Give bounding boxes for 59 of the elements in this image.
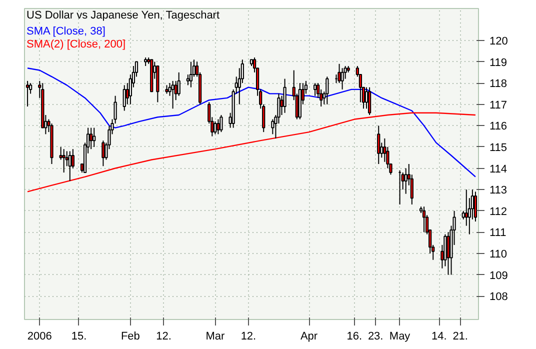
candlestick — [189, 61, 193, 88]
candlestick — [62, 148, 66, 174]
text: SMA(2) [Close, 200] — [26, 38, 126, 50]
chart-title: US Dollar vs Japanese Yen, Tageschart — [26, 10, 220, 22]
candlestick — [464, 189, 468, 226]
candlestick — [68, 150, 72, 182]
y-tick-label: 112 — [490, 206, 508, 218]
x-tick-label: May — [389, 330, 411, 342]
candlestick — [71, 148, 74, 169]
x-tick-label: 21. — [452, 330, 468, 342]
y-tick-label: 116 — [490, 120, 508, 133]
line-series — [26, 112, 476, 192]
y-tick-label: 115 — [490, 142, 508, 154]
y-tick-label: 108 — [490, 291, 508, 304]
candlestick — [364, 86, 368, 110]
candlestick — [90, 127, 93, 150]
y-tick-label: 114 — [490, 163, 508, 176]
candlestick — [338, 63, 341, 84]
candlestick — [314, 82, 317, 96]
y-tick-label: 111 — [490, 227, 506, 240]
line-series — [26, 68, 476, 178]
x-tick-label: Apr — [300, 330, 318, 342]
candlestick — [474, 191, 478, 222]
candlestick — [171, 80, 174, 110]
candlestick — [177, 72, 180, 96]
x-tick-label: 12. — [240, 330, 256, 342]
candlestick — [446, 232, 450, 276]
y-tick-label: 118 — [490, 78, 508, 90]
candlestick — [92, 127, 96, 148]
candlestick — [122, 84, 126, 112]
candlestick — [214, 120, 217, 135]
candlestick — [377, 125, 380, 164]
candlestick — [59, 146, 62, 160]
y-tick-label: 120 — [490, 35, 508, 48]
candlestick — [283, 78, 286, 114]
y-tick-label: 110 — [490, 248, 508, 260]
x-tick-label: 12. — [156, 330, 172, 342]
x-tick-label: 14. — [432, 330, 447, 342]
x-tick-label: 23. — [368, 330, 384, 342]
y-tick-label: 113 — [490, 184, 508, 197]
candlestick — [340, 68, 344, 90]
candlestick — [271, 118, 274, 135]
x-tick-label: 2006 — [27, 330, 52, 342]
x-tick-label: Mar — [206, 330, 225, 342]
candlestick — [216, 118, 220, 135]
candlestick — [404, 168, 408, 194]
x-tick-label: 16. — [346, 330, 362, 342]
x-tick-label: 15. — [71, 330, 87, 342]
candlestick — [102, 140, 105, 167]
candlestick — [186, 74, 190, 86]
candlestick — [326, 76, 329, 105]
candlestick — [26, 80, 30, 107]
candlestick — [220, 114, 223, 133]
y-tick-label: 117 — [490, 99, 508, 112]
x-tick-label: Feb — [120, 330, 140, 342]
y-tick-label: 119 — [490, 56, 508, 69]
candlestick — [422, 206, 426, 233]
y-tick-label: 109 — [490, 270, 508, 282]
text: SMA [Close, 38] — [26, 26, 106, 38]
